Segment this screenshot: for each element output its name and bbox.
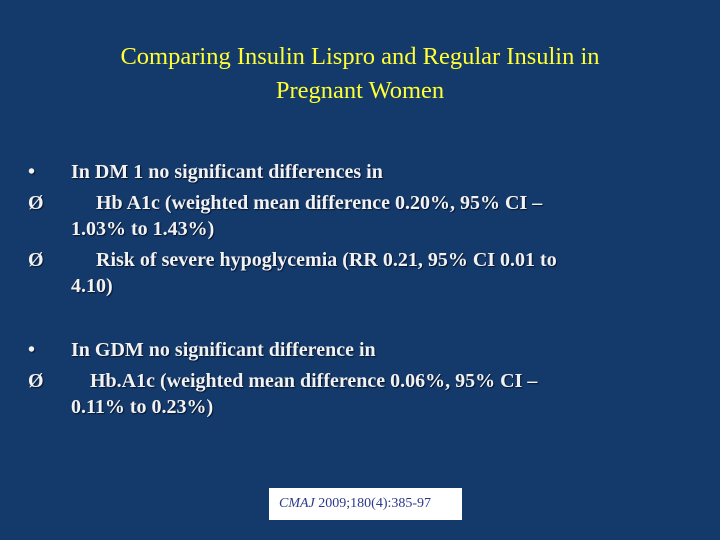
dm1-hba1c-line-1: Hb A1c (weighted mean difference 0.20%, …: [96, 192, 543, 214]
bullet-icon: •: [28, 161, 36, 183]
dm1-hba1c-line-2: 1.03% to 1.43%): [71, 218, 215, 240]
gdm-heading: In GDM no significant difference in: [71, 339, 376, 361]
citation-reference: 2009;180(4):385-97: [314, 496, 432, 511]
dm1-heading: In DM 1 no significant differences in: [71, 161, 383, 183]
citation-box: CMAJ 2009;180(4):385-97: [269, 488, 462, 520]
citation-journal: CMAJ: [279, 496, 315, 511]
title-line-2: Pregnant Women: [275, 77, 445, 104]
arrow-bullet-icon: Ø: [28, 370, 44, 392]
slide-title: Comparing Insulin Lispro and Regular Ins…: [20, 40, 700, 108]
citation-text: CMAJ 2009;180(4):385-97: [279, 496, 431, 512]
dm1-hypoglycemia-line-1: Risk of severe hypoglycemia (RR 0.21, 95…: [96, 249, 557, 271]
arrow-bullet-icon: Ø: [28, 192, 44, 214]
dm1-hypoglycemia-line-2: 4.10): [71, 275, 113, 297]
gdm-hba1c-line-2: 0.11% to 0.23%): [71, 396, 214, 418]
title-line-1: Comparing Insulin Lispro and Regular Ins…: [120, 43, 600, 70]
bullet-icon: •: [28, 339, 36, 361]
arrow-bullet-icon: Ø: [28, 249, 44, 271]
gdm-hba1c-line-1: Hb.A1c (weighted mean difference 0.06%, …: [90, 370, 538, 392]
